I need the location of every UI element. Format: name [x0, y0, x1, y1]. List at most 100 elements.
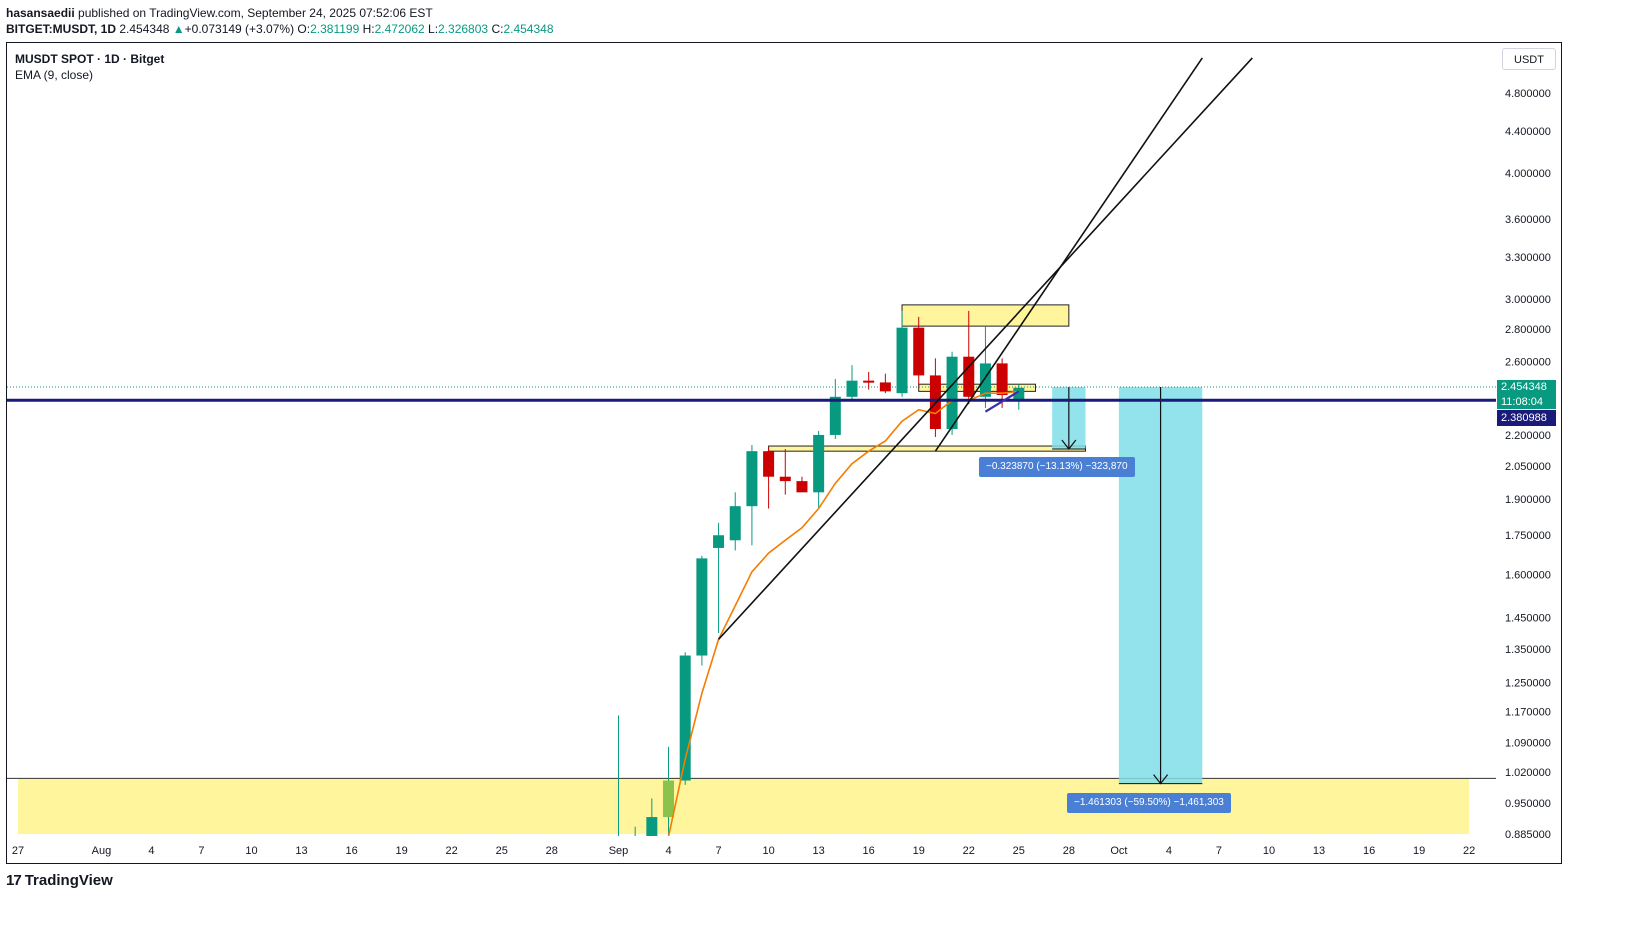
candle-body — [879, 382, 891, 392]
x-tick-label: 4 — [148, 845, 154, 857]
y-tick-label: 3.600000 — [1505, 214, 1551, 226]
zone-rect — [901, 304, 1070, 327]
measure-label-large[interactable]: −1.461303 (−59.50%) −1,461,303 — [1067, 793, 1231, 813]
tv-logo-icon: 17 — [6, 872, 22, 889]
x-tick-label: 10 — [762, 845, 774, 857]
trendline — [717, 57, 1253, 640]
low-label: L: — [428, 22, 439, 36]
low-value: 2.326803 — [438, 22, 489, 36]
candle-body — [979, 363, 991, 397]
y-tick-label: 1.350000 — [1505, 644, 1551, 656]
x-tick-label: 10 — [1263, 845, 1275, 857]
x-tick-label: 22 — [963, 845, 975, 857]
x-tick-label: Sep — [609, 845, 629, 857]
y-tick-label: 1.170000 — [1505, 707, 1551, 719]
measure-label-small[interactable]: −0.323870 (−13.13%) −323,870 — [979, 457, 1135, 477]
candle-body — [646, 817, 658, 836]
ema-line — [667, 390, 1019, 836]
y-tick-label: 1.600000 — [1505, 570, 1551, 582]
x-tick-label: 19 — [1413, 845, 1425, 857]
candle-body — [863, 380, 875, 383]
x-tick-label: 10 — [245, 845, 257, 857]
candle-body — [996, 363, 1008, 395]
tradingview-logo[interactable]: 17 TradingView — [6, 872, 113, 889]
x-tick-label: Aug — [92, 845, 112, 857]
change-text: +0.073149 (+3.07%) — [184, 22, 295, 36]
x-tick-label: 13 — [813, 845, 825, 857]
plot-area — [7, 57, 1496, 852]
x-tick-label: Oct — [1110, 845, 1127, 857]
x-tick-label: 25 — [496, 845, 508, 857]
y-tick-label: 4.800000 — [1505, 88, 1551, 100]
close-value: 2.454348 — [503, 22, 554, 36]
open-value: 2.381199 — [310, 22, 360, 36]
y-tick-label: 3.300000 — [1505, 252, 1551, 264]
author-name[interactable]: hasansaedii — [6, 6, 75, 20]
x-tick-label: 13 — [295, 845, 307, 857]
candle-body — [946, 356, 958, 430]
y-tick-label: 1.250000 — [1505, 678, 1551, 690]
ohlc-line: BITGET:MUSDT, 1D 2.454348 ▲+0.073149 (+3… — [6, 22, 554, 36]
candle-body — [813, 434, 825, 493]
candle-body — [963, 356, 975, 397]
legend-indicator[interactable]: EMA (9, close) — [15, 68, 94, 82]
x-tick-label: 4 — [1166, 845, 1172, 857]
candle-body — [779, 476, 791, 482]
y-tick-label: 2.600000 — [1505, 357, 1551, 369]
candle-body — [696, 558, 708, 656]
logo-text: TradingView — [24, 872, 113, 889]
high-label: H: — [362, 22, 375, 36]
chart-frame[interactable] — [6, 42, 1562, 864]
trendline — [934, 57, 1203, 452]
y-tick-label: 1.900000 — [1505, 494, 1551, 506]
x-tick-label: 22 — [1463, 845, 1475, 857]
candle-body — [729, 506, 741, 541]
countdown-tag: 11:08:04 — [1497, 395, 1556, 409]
high-value: 2.472062 — [374, 22, 425, 36]
y-tick-label: 1.750000 — [1505, 530, 1551, 542]
y-tick-label: 1.090000 — [1505, 738, 1551, 750]
y-tick-label: 2.200000 — [1505, 430, 1551, 442]
candle-body — [713, 535, 725, 548]
x-tick-label: 28 — [546, 845, 558, 857]
x-tick-label: 4 — [665, 845, 671, 857]
open-label: O: — [297, 22, 311, 36]
x-tick-label: 19 — [396, 845, 408, 857]
candle-body — [829, 396, 841, 435]
x-tick-label: 25 — [1013, 845, 1025, 857]
x-tick-label: 7 — [715, 845, 721, 857]
legend-title[interactable]: MUSDT SPOT · 1D · Bitget — [15, 52, 165, 66]
x-tick-label: 22 — [446, 845, 458, 857]
currency-button[interactable]: USDT — [1502, 48, 1556, 70]
last-price-tag: 2.454348 — [1497, 380, 1556, 395]
x-tick-label: 16 — [1363, 845, 1375, 857]
y-tick-label: 4.000000 — [1505, 168, 1551, 180]
y-tick-label: 2.050000 — [1505, 461, 1551, 473]
candle-body — [913, 327, 925, 376]
y-tick-label: 1.450000 — [1505, 613, 1551, 625]
y-tick-label: 0.950000 — [1505, 798, 1551, 810]
up-arrow-icon: ▲ — [172, 22, 185, 36]
zone-rect — [918, 383, 1036, 392]
candle-body — [663, 780, 675, 818]
y-tick-label: 1.020000 — [1505, 767, 1551, 779]
x-tick-label: 27 — [12, 845, 24, 857]
candle-body — [746, 451, 758, 507]
candle-body — [796, 481, 808, 493]
y-tick-label: 2.800000 — [1505, 324, 1551, 336]
symbol-label: BITGET:MUSDT, 1D — [6, 22, 117, 36]
chart-legend: MUSDT SPOT · 1D · Bitget EMA (9, close) — [15, 51, 164, 83]
candle-body — [763, 451, 775, 477]
y-tick-label: 4.400000 — [1505, 126, 1551, 138]
close-label: C: — [491, 22, 504, 36]
zone-rect — [18, 778, 1470, 835]
x-tick-label: 7 — [198, 845, 204, 857]
publish-info: hasansaedii published on TradingView.com… — [6, 6, 433, 20]
candle-body — [1013, 387, 1025, 401]
x-tick-label: 19 — [913, 845, 925, 857]
x-tick-label: 16 — [345, 845, 357, 857]
candle-body — [630, 847, 641, 852]
candle-body — [846, 380, 858, 397]
line-price-tag: 2.380988 — [1497, 410, 1556, 426]
